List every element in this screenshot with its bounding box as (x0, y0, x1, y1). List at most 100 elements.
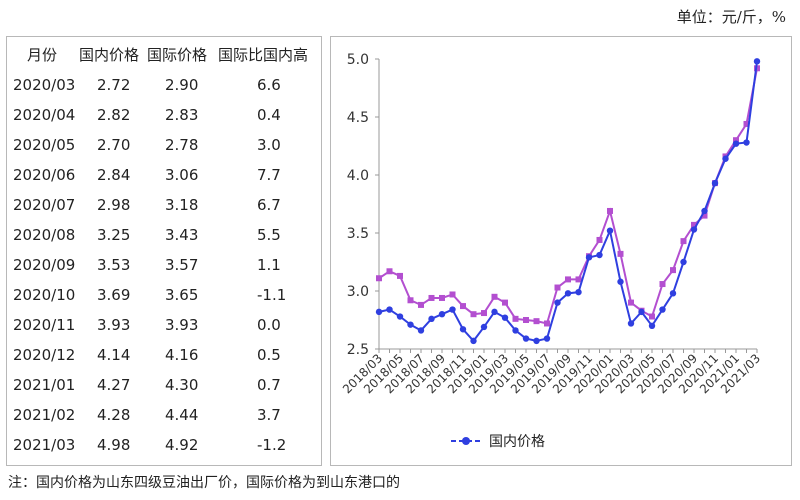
y-tick-label: 3.0 (347, 284, 369, 300)
data-point (743, 139, 750, 146)
cell-diff: -1.2 (257, 436, 287, 454)
cell-month: 2020/09 (13, 256, 76, 274)
cell-domestic: 2.82 (97, 106, 131, 124)
data-point (627, 320, 635, 327)
cell-month: 2020/11 (13, 316, 76, 334)
data-point (554, 284, 561, 291)
data-point (533, 337, 540, 345)
data-point (733, 137, 739, 144)
data-point (648, 322, 656, 329)
data-point (544, 320, 550, 327)
cell-month: 2020/04 (13, 106, 76, 124)
cell-diff: 0.4 (257, 106, 281, 124)
cell-international: 4.44 (165, 406, 199, 424)
cell-month: 2020/05 (13, 136, 76, 154)
data-point (711, 179, 719, 187)
data-point (491, 308, 498, 316)
data-point (407, 321, 414, 328)
unit-label: 单位：元/斤，% (676, 8, 786, 26)
cell-international: 3.57 (165, 256, 199, 274)
data-point (480, 323, 488, 331)
cell-domestic: 2.70 (97, 136, 131, 154)
data-point (691, 221, 697, 228)
data-point (659, 306, 666, 313)
cell-international: 2.78 (165, 136, 199, 154)
data-point (449, 306, 456, 313)
cell-month: 2020/12 (13, 346, 76, 364)
table-row: 2021/01 4.27 4.30 0.7 (7, 371, 321, 401)
cell-domestic: 4.98 (97, 436, 131, 454)
data-point (617, 250, 624, 257)
data-point (606, 227, 614, 234)
data-point (460, 303, 466, 310)
table-row: 2021/02 4.28 4.44 3.7 (7, 401, 321, 431)
cell-diff: 6.6 (257, 76, 281, 94)
data-point (407, 297, 414, 304)
data-point (670, 267, 676, 274)
table-row: 2020/08 3.25 3.43 5.5 (7, 221, 321, 251)
data-point (669, 290, 677, 297)
table-row: 2020/11 3.93 3.93 0.0 (7, 311, 321, 341)
data-point (575, 276, 582, 283)
cell-domestic: 4.28 (97, 406, 131, 424)
y-tick-label: 4.0 (347, 168, 369, 184)
data-point (459, 326, 467, 333)
table-row: 2020/04 2.82 2.83 0.4 (7, 101, 321, 131)
y-tick-label: 5.0 (347, 52, 369, 68)
table-row: 2020/12 4.14 4.16 0.5 (7, 341, 321, 371)
line-chart: 2.53.03.54.04.55.02018/032018/052018/072… (340, 52, 763, 450)
table-header: 月份 国内价格 国际价格 国际比国内高 (7, 37, 321, 71)
cell-diff: 3.0 (257, 136, 281, 154)
data-point (502, 299, 508, 306)
cell-domestic: 3.25 (97, 226, 131, 244)
data-point (386, 306, 393, 313)
cell-international: 2.90 (165, 76, 199, 94)
data-point (512, 327, 519, 334)
data-point (522, 335, 530, 342)
data-point (554, 299, 561, 306)
data-point (596, 236, 603, 243)
data-point (585, 254, 593, 261)
cell-domestic: 3.93 (97, 316, 131, 334)
table-row: 2020/06 2.84 3.06 7.7 (7, 161, 321, 191)
data-point (753, 58, 761, 65)
data-point (596, 251, 603, 259)
cell-month: 2021/01 (13, 376, 76, 394)
cell-month: 2020/08 (13, 226, 76, 244)
data-point (722, 155, 729, 162)
data-point (376, 275, 382, 282)
data-point (680, 258, 687, 266)
data-point (533, 318, 540, 325)
data-point (439, 294, 445, 301)
cell-diff: -1.1 (257, 286, 287, 304)
cell-month: 2020/06 (13, 166, 76, 184)
header-domestic: 国内价格 (79, 46, 140, 64)
data-point (375, 308, 383, 316)
table-row: 2021/03 4.98 4.92 -1.2 (7, 431, 321, 461)
table-row: 2020/07 2.98 3.18 6.7 (7, 191, 321, 221)
data-point (732, 140, 740, 147)
cell-domestic: 2.98 (97, 196, 131, 214)
cell-domestic: 2.72 (97, 76, 131, 94)
data-point (680, 238, 687, 245)
table-row: 2020/09 3.53 3.57 1.1 (7, 251, 321, 281)
cell-month: 2021/02 (13, 406, 76, 424)
cell-international: 4.92 (165, 436, 199, 454)
cell-domestic: 3.53 (97, 256, 131, 274)
cell-international: 2.83 (165, 106, 199, 124)
cell-month: 2020/03 (13, 76, 76, 94)
data-point (701, 207, 708, 215)
data-point (638, 308, 645, 316)
legend-label: 国内价格 (489, 434, 545, 450)
cell-diff: 0.5 (257, 346, 281, 364)
data-point (417, 327, 425, 334)
data-point (470, 311, 477, 318)
cell-diff: 3.7 (257, 406, 281, 424)
y-tick-label: 3.5 (347, 226, 369, 242)
data-point (628, 299, 634, 306)
data-point (575, 288, 582, 296)
header-month: 月份 (27, 46, 58, 64)
cell-diff: 1.1 (257, 256, 281, 274)
cell-diff: 0.7 (257, 376, 281, 394)
cell-international: 4.30 (165, 376, 199, 394)
